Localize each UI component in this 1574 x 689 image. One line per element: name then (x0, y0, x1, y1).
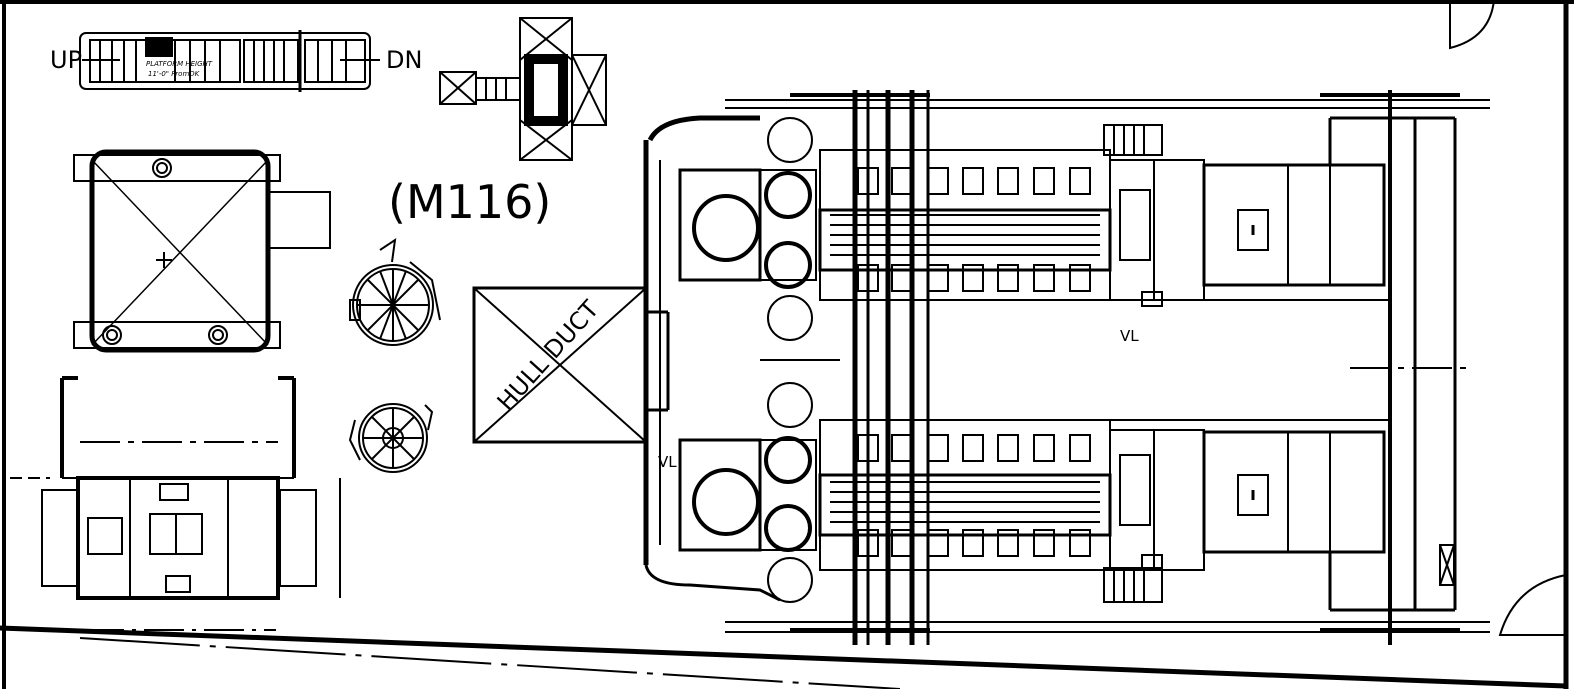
square-tank (73, 149, 331, 353)
platform-note-line1: PLATFORM HEIGHT (146, 60, 213, 68)
stair-up-label: UP (50, 46, 82, 74)
main-engine-lower (678, 382, 1386, 603)
stairway (79, 30, 380, 92)
main-engine-upper (678, 117, 1386, 341)
stair-down-label: DN (386, 46, 422, 74)
round-pump-upper (349, 237, 441, 346)
room-tag: (M116) (388, 175, 551, 229)
hull-duct-label: HULL DUCT (492, 295, 605, 416)
valve-label-vl-2: VL (658, 453, 677, 471)
structural-frames (760, 90, 1470, 645)
valve-label-vl-1: VL (1120, 327, 1139, 345)
hull-duct (472, 286, 648, 444)
round-pump-lower (348, 403, 434, 473)
platform-note-line2: 11'-0" FromDK (148, 70, 201, 78)
generator-skid (10, 376, 341, 631)
pump-skid-top (439, 17, 607, 161)
